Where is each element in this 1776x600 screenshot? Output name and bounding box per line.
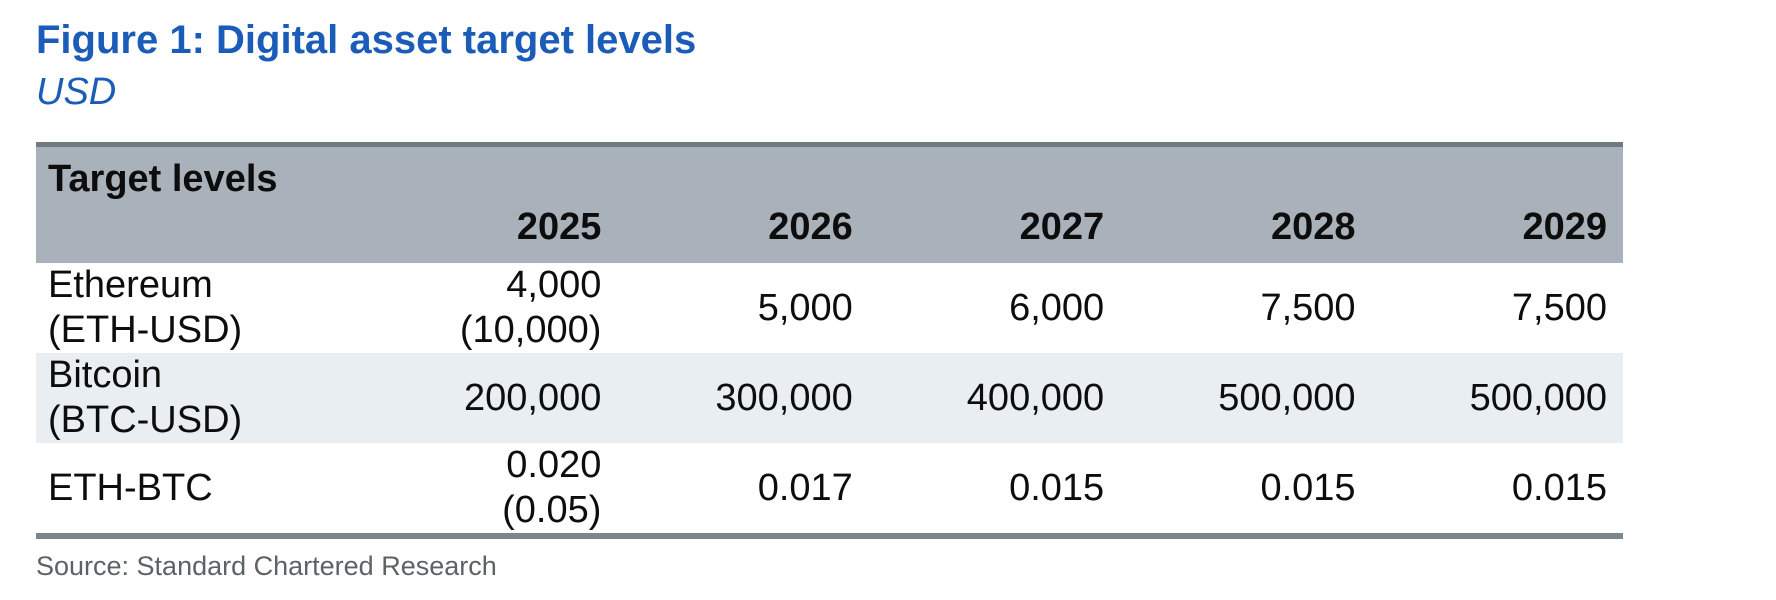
value-cell: 500,000 <box>1372 353 1623 443</box>
value-line: (0.05) <box>502 489 602 531</box>
value-line: 6,000 <box>1009 286 1105 329</box>
source-attribution: Source: Standard Chartered Research <box>36 551 497 581</box>
value-cell: 6,000 <box>869 263 1120 353</box>
table-header: Target levels 2025 2026 2027 2028 2029 <box>36 144 1623 263</box>
value-cell: 7,500 <box>1372 263 1623 353</box>
value-line: 0.015 <box>1511 466 1607 509</box>
table-body: Ethereum (ETH-USD) 4,000 (10,000) 5,000 6,000… <box>36 263 1623 536</box>
value-line: 7,500 <box>1511 286 1607 329</box>
asset-label-line: Ethereum <box>48 264 213 306</box>
value-cell: 0.020 (0.05) <box>366 443 617 536</box>
value-line: 400,000 <box>966 376 1105 419</box>
table-row: Ethereum (ETH-USD) 4,000 (10,000) 5,000 6,000… <box>36 263 1623 353</box>
value-line: 0.015 <box>1260 466 1356 509</box>
table-row: ETH-BTC 0.020 (0.05) 0.017 0.015 0.015 0.015 <box>36 443 1623 536</box>
asset-label: ETH-BTC <box>36 443 366 536</box>
value-line: 4,000 <box>506 264 602 306</box>
table-header-label: Target levels <box>36 144 1623 203</box>
value-cell: 500,000 <box>1120 353 1371 443</box>
asset-label-line: (ETH-USD) <box>48 309 243 351</box>
year-spacer-cell <box>36 203 366 263</box>
year-header-2027: 2027 <box>868 203 1121 263</box>
value-line: 300,000 <box>715 376 853 419</box>
value-line: 0.020 <box>506 444 602 486</box>
value-line: 0.017 <box>757 466 853 509</box>
figure-subtitle: USD <box>36 71 117 113</box>
value-line: 500,000 <box>1469 376 1607 419</box>
value-cell: 0.017 <box>617 443 868 536</box>
value-line: (10,000) <box>459 309 602 351</box>
value-line: 0.015 <box>1009 466 1105 509</box>
year-header-2026: 2026 <box>617 203 869 263</box>
value-cell: 7,500 <box>1120 263 1371 353</box>
target-levels-table: Target levels 2025 2026 2027 2028 2029 E… <box>36 142 1623 539</box>
figure-title: Figure 1: Digital asset target levels <box>36 18 697 62</box>
asset-label-line: (BTC-USD) <box>48 399 243 441</box>
value-cell: 400,000 <box>869 353 1120 443</box>
value-cell: 0.015 <box>1372 443 1623 536</box>
value-line: 200,000 <box>464 376 602 419</box>
value-cell: 4,000 (10,000) <box>366 263 617 353</box>
asset-label: Bitcoin (BTC-USD) <box>36 353 366 443</box>
asset-label-line: ETH-BTC <box>48 466 213 509</box>
value-line: 7,500 <box>1260 286 1356 329</box>
asset-label: Ethereum (ETH-USD) <box>36 263 366 353</box>
value-cell: 300,000 <box>617 353 868 443</box>
year-header-2028: 2028 <box>1120 203 1372 263</box>
value-cell: 200,000 <box>366 353 617 443</box>
table-header-years-row: 2025 2026 2027 2028 2029 <box>36 203 1623 263</box>
value-cell: 0.015 <box>869 443 1120 536</box>
value-cell: 5,000 <box>617 263 868 353</box>
value-cell: 0.015 <box>1120 443 1371 536</box>
asset-label-line: Bitcoin <box>48 354 163 396</box>
figure-container: Figure 1: Digital asset target levels US… <box>36 18 1623 581</box>
value-line: 500,000 <box>1218 376 1356 419</box>
value-line: 5,000 <box>757 286 853 329</box>
table-row: Bitcoin (BTC-USD) 200,000 300,000 400,000 500… <box>36 353 1623 443</box>
table-header-title-row: Target levels <box>36 144 1623 203</box>
year-header-2029: 2029 <box>1371 203 1623 263</box>
year-header-2025: 2025 <box>366 203 618 263</box>
